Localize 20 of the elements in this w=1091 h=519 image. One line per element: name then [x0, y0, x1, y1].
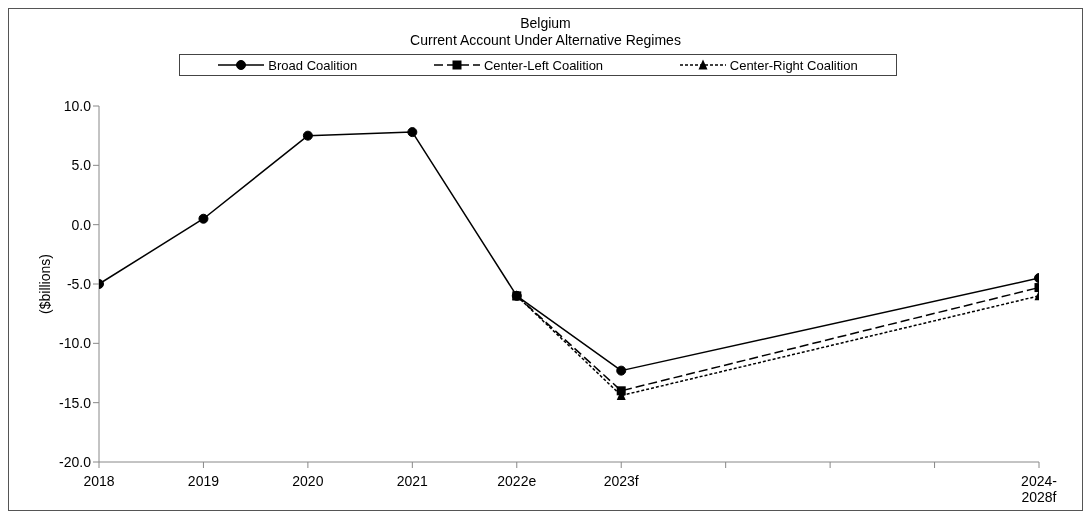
x-tick-label: 2024-2028f	[1021, 473, 1058, 505]
y-tick-label: -20.0	[59, 453, 92, 470]
y-tick-label: -15.0	[59, 394, 92, 411]
legend-label: Center-Left Coalition	[483, 57, 604, 73]
x-tick-label: 2022e	[497, 473, 537, 489]
y-tick-label: 0.0	[71, 216, 92, 233]
y-tick-label: 10.0	[63, 97, 92, 114]
y-tick-label: -5.0	[66, 275, 92, 292]
y-tick-label: -10.0	[59, 335, 92, 352]
x-tick-label: 2019	[187, 473, 220, 489]
x-tick-label: 2023f	[603, 473, 639, 489]
legend-label: Broad Coalition	[268, 57, 358, 73]
chart-title: Belgium	[519, 15, 572, 32]
y-axis-title: ($billions)	[36, 254, 53, 314]
chart-subtitle: Current Account Under Alternative Regimes	[409, 32, 682, 49]
x-tick-label: 2020	[292, 473, 324, 489]
x-tick-label: 2021	[396, 473, 429, 489]
legend-label: Center-Right Coalition	[729, 57, 858, 73]
x-tick-label: 2018	[83, 473, 115, 489]
y-tick-label: 5.0	[71, 157, 92, 174]
